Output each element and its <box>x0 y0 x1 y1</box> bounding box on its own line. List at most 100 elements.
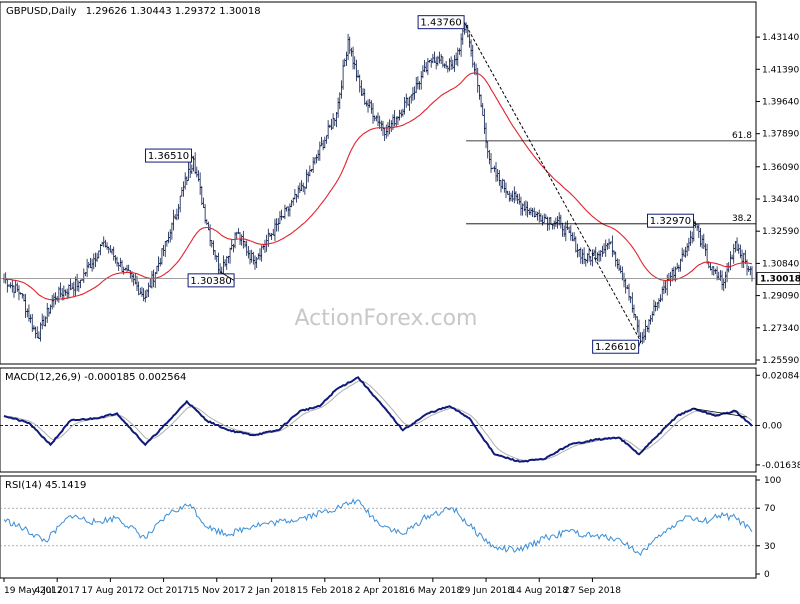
price-tick-label: 1.32590 <box>762 227 799 237</box>
ohlc-bar <box>313 157 317 165</box>
ohlc-bar <box>165 240 169 247</box>
ohlc-bar <box>410 94 413 104</box>
ohlc-bar <box>601 245 604 257</box>
ohlc-bar <box>426 58 430 76</box>
macd-signal-line <box>3 380 753 462</box>
price-label: 1.36510 <box>144 148 194 163</box>
x-tick-label: 2 Apr 2018 <box>355 586 405 596</box>
ohlc-bar <box>652 299 656 316</box>
price-tick-label: 1.27340 <box>762 324 799 334</box>
ohlc-bar <box>345 51 348 66</box>
ohlc-bar <box>518 193 521 205</box>
price-label: 1.30380 <box>187 271 235 288</box>
ohlc-bar <box>484 122 488 149</box>
ohlc-bar <box>679 258 682 272</box>
ohlc-bar <box>22 294 26 302</box>
ohlc-bar <box>478 85 481 100</box>
ohlc-bar <box>361 88 365 96</box>
price-tick-label: 1.36090 <box>762 163 799 173</box>
ohlc-bar <box>212 240 215 255</box>
ohlc-bar <box>247 245 250 259</box>
ohlc-bar <box>85 258 89 278</box>
ohlc-bar <box>564 221 568 242</box>
ohlc-bar <box>316 149 320 161</box>
ohlc-bar <box>252 251 255 265</box>
ohlc-bar <box>498 170 501 186</box>
price-tick-label: 1.39640 <box>762 97 799 107</box>
ohlc-bar <box>308 165 312 177</box>
ohlc-bar <box>438 51 441 64</box>
ohlc-bar <box>159 257 162 267</box>
ohlc-bar <box>586 253 589 264</box>
ohlc-bar <box>622 272 626 288</box>
ohlc-bar <box>725 263 729 283</box>
ohlc-bar <box>676 262 679 270</box>
ohlc-bar <box>750 266 754 282</box>
ohlc-bar <box>468 33 471 48</box>
ohlc-bar <box>700 235 704 249</box>
ohlc-bar <box>326 120 330 139</box>
ohlc-bar <box>476 67 479 93</box>
ohlc-bar <box>597 250 601 263</box>
ohlc-bar <box>268 232 272 237</box>
ohlc-bar <box>566 220 569 230</box>
ohlc-bar <box>631 292 634 313</box>
ohlc-bar <box>661 286 664 302</box>
ohlc-bar <box>516 193 519 204</box>
ohlc-bar <box>37 331 41 340</box>
ohlc-bar <box>398 109 401 121</box>
ohlc-bar <box>232 243 235 253</box>
ohlc-bar <box>732 243 735 264</box>
ohlc-bar <box>651 311 654 322</box>
ohlc-bar <box>306 171 310 183</box>
ohlc-bar <box>552 220 556 230</box>
price-label-text: 1.30380 <box>190 276 231 287</box>
ohlc-bar <box>508 190 511 202</box>
macd-tick-label: -0.016389 <box>762 461 800 471</box>
ohlc-bar <box>263 239 267 253</box>
ohlc-bar <box>170 222 174 240</box>
ohlc-bar <box>336 97 340 118</box>
ohlc-bar <box>16 282 19 292</box>
ohlc-bar <box>749 266 752 276</box>
price-label-leader <box>693 220 696 225</box>
ohlc-bar <box>413 86 416 100</box>
ohlc-bar <box>129 269 132 279</box>
ohlc-bar <box>82 268 85 284</box>
ohlc-bar <box>614 251 617 267</box>
x-tick-label: 15 Nov 2017 <box>188 586 246 596</box>
ohlc-bar <box>223 259 227 267</box>
x-tick-label: 27 Sep 2018 <box>564 586 621 596</box>
ohlc-bar <box>423 60 426 72</box>
ohlc-bar <box>366 99 370 113</box>
ohlc-bar <box>36 326 39 339</box>
ohlc-bar <box>290 199 293 208</box>
ohlc-bar <box>340 80 343 99</box>
ohlc-bar <box>677 264 681 272</box>
price-label-leader <box>191 155 194 160</box>
ohlc-bar <box>649 315 652 325</box>
ohlc-bar <box>687 237 691 252</box>
ohlc-bar <box>486 141 489 159</box>
ohlc-bar <box>287 206 290 217</box>
ohlc-bar <box>657 298 661 309</box>
ohlc-bar <box>127 264 130 272</box>
ohlc-bar <box>416 76 420 90</box>
ohlc-bar <box>302 182 305 193</box>
ohlc-bar <box>75 273 79 292</box>
ohlc-bar <box>190 164 194 174</box>
ohlc-bar <box>107 246 110 254</box>
ohlc-bar <box>513 186 516 204</box>
price-tick-label: 1.25590 <box>762 356 799 366</box>
ohlc-bar <box>493 165 496 173</box>
price-tick-label: 1.30840 <box>762 259 799 269</box>
ohlc-bar <box>353 56 356 70</box>
ohlc-bar <box>607 238 611 249</box>
ohlc-bar <box>454 52 458 65</box>
x-tick-label: 19 May 2017 <box>4 586 63 596</box>
ohlc-bar <box>401 108 405 117</box>
price-layer: 61.8 38.2 1.43760 1.36510 1.30380 1.32970 1.26… <box>0 15 800 366</box>
ohlc-bar <box>405 93 408 108</box>
price-tick-label: 1.43140 <box>762 33 799 43</box>
price-label-leader <box>463 21 467 26</box>
